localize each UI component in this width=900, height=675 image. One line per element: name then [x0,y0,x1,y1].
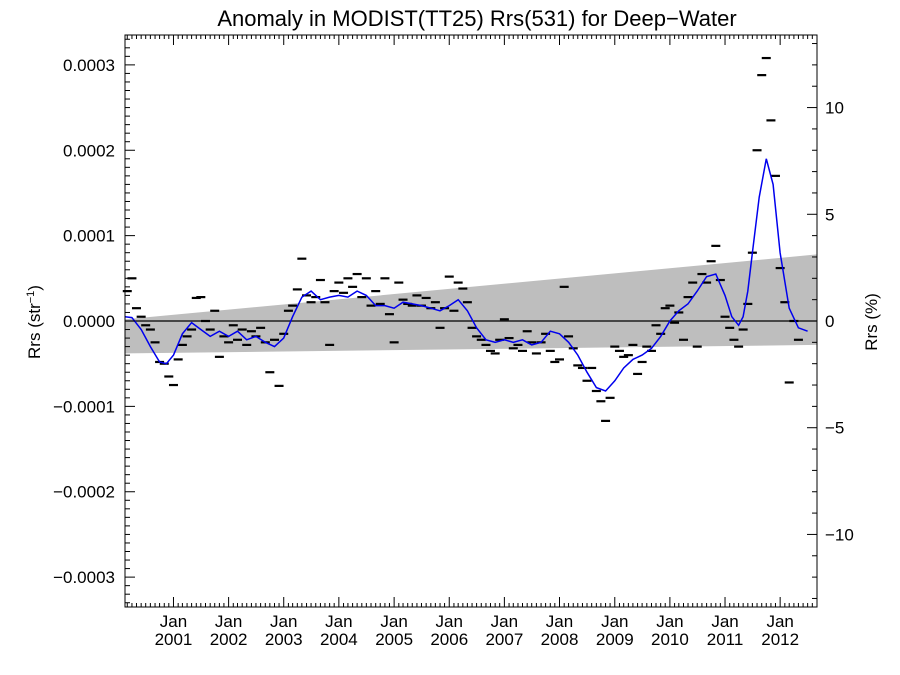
y-left-tick-label: 0.0002 [63,141,115,160]
y-left-tick-label: 0.0003 [63,56,115,75]
y-left-tick-label: −0.0003 [53,568,115,587]
x-tick-label-month: Jan [656,612,683,631]
y-left-tick-label: −0.0002 [53,483,115,502]
x-tick-label-year: 2001 [155,630,193,649]
y-right-tick-label: −5 [825,419,844,438]
x-tick-label-month: Jan [160,612,187,631]
x-tick-label-month: Jan [436,612,463,631]
chart-title: Anomaly in MODIST(TT25) Rrs(531) for Dee… [217,6,736,31]
x-tick-label-month: Jan [601,612,628,631]
y-right-tick-label: −10 [825,525,854,544]
x-tick-label-year: 2005 [375,630,413,649]
y-axis-left-label-close: ) [25,285,44,291]
x-tick-label-month: Jan [491,612,518,631]
x-tick-label-month: Jan [270,612,297,631]
x-tick-label-year: 2009 [596,630,634,649]
y-right-tick-label: 5 [825,205,834,224]
x-tick-label-year: 2003 [265,630,303,649]
y-left-tick-label: −0.0001 [53,397,115,416]
y-left-tick-label: 0.0000 [63,312,115,331]
y-axis-left-label-sup: −1 [25,291,37,304]
x-tick-label-year: 2008 [541,630,579,649]
x-tick-label-month: Jan [711,612,738,631]
x-tick-label-year: 2002 [210,630,248,649]
x-tick-label-month: Jan [766,612,793,631]
y-axis-left-label: Rrs (str−1) [25,285,44,359]
y-right-tick-label: 10 [825,99,844,118]
x-tick-label-month: Jan [215,612,242,631]
x-tick-label-year: 2010 [651,630,689,649]
x-tick-label-month: Jan [546,612,573,631]
smoothed-series-line [124,158,808,392]
x-tick-label-year: 2006 [430,630,468,649]
x-tick-label-year: 2011 [707,630,744,649]
x-tick-label-year: 2007 [485,630,523,649]
plot-area: Jan2001Jan2002Jan2003Jan2004Jan2005Jan20… [53,34,854,649]
y-right-tick-label: 0 [825,312,834,331]
y-left-tick-label: 0.0001 [63,227,115,246]
x-tick-label-month: Jan [325,612,352,631]
x-tick-label-year: 2004 [320,630,358,649]
x-tick-label-year: 2012 [761,630,799,649]
x-tick-label-month: Jan [380,612,407,631]
confidence-band [125,254,817,354]
y-axis-right-label: Rrs (%) [862,293,881,351]
y-axis-left-label-text: Rrs (str [25,303,44,359]
